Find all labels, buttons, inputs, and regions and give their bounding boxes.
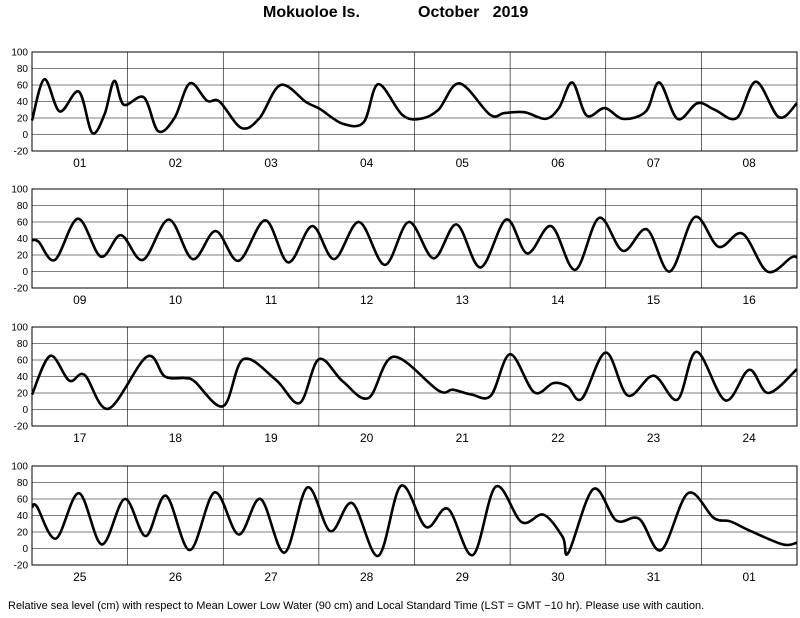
sea-level-line bbox=[31, 215, 798, 274]
y-tick-label: 60 bbox=[17, 218, 29, 229]
y-tick-label: 0 bbox=[22, 130, 28, 141]
panel-2: -20 0 20 40 60 80 100 09 10 11 12 13 14 15 16 bbox=[11, 185, 798, 307]
y-tick-label: 60 bbox=[17, 356, 29, 367]
x-tick-label: 06 bbox=[551, 156, 565, 170]
x-tick-label: 21 bbox=[456, 431, 470, 445]
panel-frame bbox=[31, 465, 798, 566]
sea-level-line bbox=[30, 77, 798, 135]
x-tick-label: 23 bbox=[647, 431, 661, 445]
y-tick-label: 40 bbox=[17, 511, 29, 522]
x-tick-label: 16 bbox=[743, 293, 757, 307]
y-tick-label: 20 bbox=[17, 389, 29, 400]
y-tick-label: 40 bbox=[17, 97, 29, 108]
chart-title: Mokuoloe Is. October 2019 bbox=[0, 4, 800, 26]
y-tick-label: 100 bbox=[11, 48, 28, 59]
x-tick-label: 31 bbox=[647, 570, 661, 584]
y-tick-label: -20 bbox=[14, 561, 29, 572]
y-tick-label: 80 bbox=[17, 339, 29, 350]
y-tick-label: 100 bbox=[11, 185, 28, 196]
x-tick-label: 19 bbox=[264, 431, 278, 445]
panel-frame bbox=[31, 326, 798, 427]
x-tick-label: 18 bbox=[169, 431, 183, 445]
x-tick-label: 11 bbox=[265, 293, 278, 307]
x-tick-label: 27 bbox=[264, 570, 278, 584]
x-tick-label: 08 bbox=[743, 156, 757, 170]
y-tick-label: 40 bbox=[17, 372, 29, 383]
x-tick-label: 24 bbox=[743, 431, 757, 445]
panel-frame bbox=[31, 51, 798, 152]
y-tick-label: 100 bbox=[11, 462, 28, 473]
x-tick-label: 05 bbox=[456, 156, 470, 170]
y-tick-label: 80 bbox=[17, 201, 29, 212]
x-tick-label: 22 bbox=[551, 431, 565, 445]
y-tick-label: 80 bbox=[17, 64, 29, 75]
y-tick-label: 20 bbox=[17, 528, 29, 539]
panel-3: -20 0 20 40 60 80 100 17 18 19 20 21 22 23 24 bbox=[11, 323, 798, 445]
x-tick-label: 01 bbox=[73, 156, 87, 170]
x-tick-label: 25 bbox=[73, 570, 87, 584]
y-tick-label: 0 bbox=[22, 544, 28, 555]
y-tick-label: 20 bbox=[17, 114, 29, 125]
sea-level-line bbox=[31, 484, 798, 558]
y-tick-label: 100 bbox=[11, 323, 28, 334]
footnote: Relative sea level (cm) with respect to … bbox=[8, 600, 705, 612]
x-tick-label: 14 bbox=[551, 293, 565, 307]
x-tick-label: 07 bbox=[647, 156, 661, 170]
x-tick-label: 17 bbox=[73, 431, 87, 445]
x-tick-label: 29 bbox=[456, 570, 470, 584]
y-tick-label: 0 bbox=[22, 267, 28, 278]
x-tick-label: 01 bbox=[743, 570, 757, 584]
y-tick-label: 0 bbox=[22, 405, 28, 416]
x-tick-label: 04 bbox=[360, 156, 374, 170]
x-tick-label: 02 bbox=[169, 156, 183, 170]
x-tick-label: 15 bbox=[647, 293, 661, 307]
x-tick-label: 20 bbox=[360, 431, 374, 445]
x-tick-label: 10 bbox=[169, 293, 183, 307]
month-year: October 2019 bbox=[418, 4, 529, 21]
y-tick-label: -20 bbox=[14, 422, 29, 433]
panel-4: -20 0 20 40 60 80 100 25 26 27 28 29 30 31 01 bbox=[11, 462, 798, 584]
y-tick-label: -20 bbox=[14, 147, 29, 158]
y-tick-label: 40 bbox=[17, 234, 29, 245]
panel-frame bbox=[31, 188, 798, 289]
x-tick-label: 26 bbox=[169, 570, 183, 584]
y-tick-label: 20 bbox=[17, 251, 29, 262]
station-name: Mokuoloe Is. bbox=[263, 4, 360, 21]
x-tick-label: 03 bbox=[264, 156, 278, 170]
y-tick-label: 60 bbox=[17, 495, 29, 506]
y-tick-label: -20 bbox=[14, 284, 29, 295]
sea-level-line bbox=[30, 350, 798, 411]
x-tick-label: 12 bbox=[360, 293, 374, 307]
x-tick-label: 09 bbox=[73, 293, 87, 307]
y-tick-label: 80 bbox=[17, 478, 29, 489]
panel-1: -20 0 20 40 60 80 100 01 02 03 04 05 06 07 08 bbox=[11, 48, 798, 170]
x-tick-label: 28 bbox=[360, 570, 374, 584]
x-tick-label: 13 bbox=[456, 293, 470, 307]
x-tick-label: 30 bbox=[551, 570, 565, 584]
y-tick-label: 60 bbox=[17, 81, 29, 92]
